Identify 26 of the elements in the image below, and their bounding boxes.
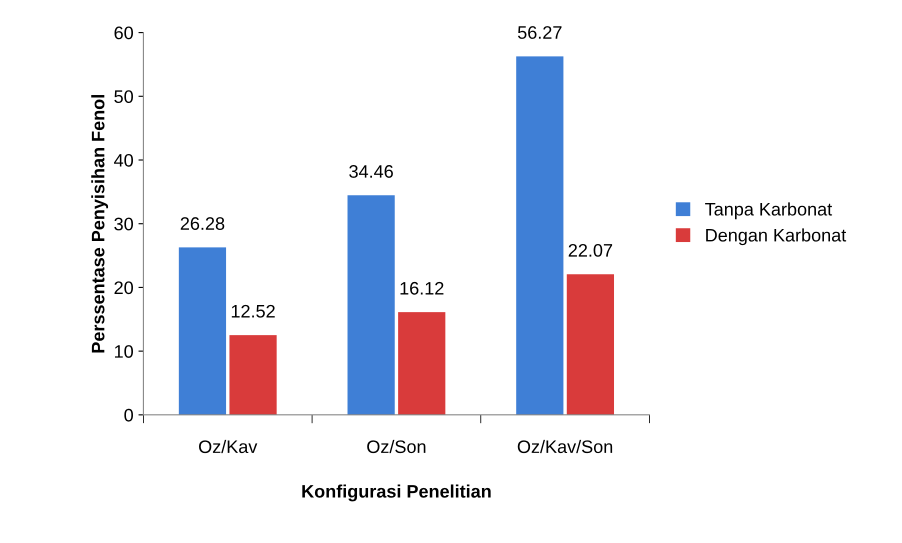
data-label: 56.27 — [518, 26, 562, 39]
y-tick-label: 0 — [124, 408, 133, 422]
bar — [348, 195, 395, 415]
bar — [178, 247, 226, 415]
x-tick-label: Oz/Kav/Son — [518, 440, 612, 454]
legend-label: Dengan Karbonat — [706, 228, 846, 246]
y-tick-label: 30 — [114, 218, 133, 230]
legend-label: Tanpa Karbonat — [705, 202, 832, 220]
data-label: 22.07 — [568, 244, 612, 257]
x-tick-label: Oz/Son — [367, 440, 426, 454]
y-tick-label: 40 — [114, 154, 133, 167]
data-label: 12.52 — [232, 304, 275, 318]
x-axis-title: Konfigurasi Penelitian — [302, 484, 491, 502]
y-tick-label: 20 — [114, 281, 133, 294]
y-tick-label: 10 — [114, 345, 133, 358]
bar — [566, 274, 614, 415]
x-tick-label: Oz/Kav — [199, 440, 258, 454]
bar — [516, 56, 564, 415]
bar — [398, 312, 446, 415]
y-axis-title: Perssentase Penyisihan Fenol — [91, 95, 108, 352]
data-label: 26.28 — [180, 217, 224, 230]
data-label: 34.46 — [349, 165, 393, 178]
data-label: 16.12 — [400, 282, 444, 295]
bar — [229, 335, 277, 415]
y-tick-label: 50 — [114, 90, 133, 104]
y-tick-label: 60 — [114, 26, 133, 40]
